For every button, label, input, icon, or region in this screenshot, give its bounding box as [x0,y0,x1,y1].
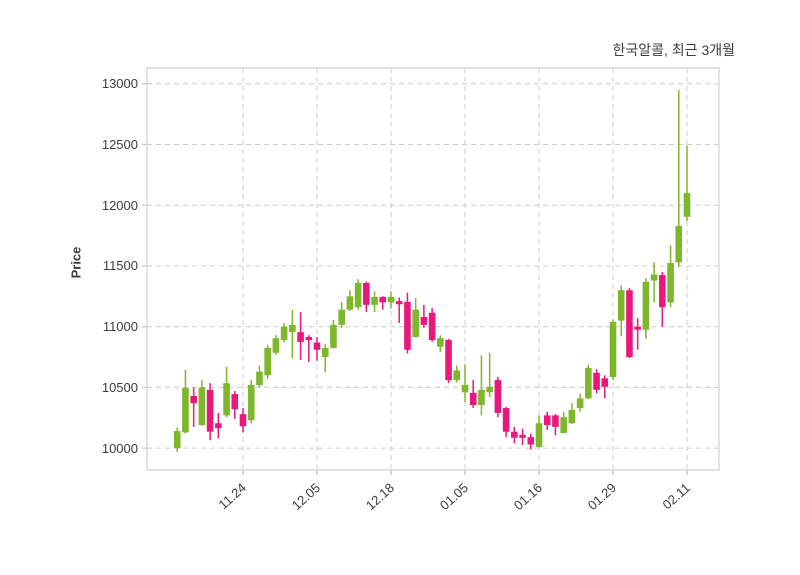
candle-body-up [609,321,617,378]
candle-body-down [445,340,452,381]
candle-body-up [568,409,576,424]
candle-body-down [469,392,477,406]
plot-frame [146,67,720,471]
candle-body-down [404,301,411,350]
candle-body-up [453,370,461,381]
candle-body-up [461,384,469,393]
candle-body-down [231,394,239,410]
candle-body-up [371,296,378,305]
candle-body-up [650,274,658,281]
candle-body-up [683,193,691,217]
candle-body-up [321,347,329,358]
candle-body-down [297,332,304,342]
candle-body-up [486,386,493,393]
candle-body-down [659,275,666,308]
candle-body-up [264,347,271,376]
candle-body-up [478,389,485,406]
y-tick-label: 11000 [102,319,138,335]
candle-body-up [280,326,288,341]
y-tick-label: 13000 [101,76,138,92]
candle-body-down [511,431,518,438]
candle-body-down [552,415,559,427]
candle-body-up [675,225,683,263]
chart-title: 한국알콜, 최근 3개월 [612,42,736,58]
candle-body-down [215,423,222,429]
candle-body-down [519,434,526,438]
candle-body-up [198,387,206,426]
y-tick-label: 12500 [101,137,138,152]
y-tick-label: 10000 [101,440,138,456]
candle-body-up [338,309,345,325]
y-tick-label: 12000 [101,197,138,213]
candle-body-down [527,437,535,445]
candle-body-up [642,281,650,330]
candle-body-up [387,296,395,303]
candle-body-down [626,290,633,358]
candle-body-down [593,372,600,390]
candle-body-up [223,383,230,416]
y-tick-label: 10500 [101,379,138,395]
y-tick-label: 11500 [102,258,138,274]
candle-body-down [379,296,387,303]
candle-body-down [502,408,510,432]
candle-body-up [346,296,354,310]
candle-body-down [601,378,609,387]
candle-body-down [428,312,436,341]
candle-body-down [313,342,321,350]
candle-body-up [330,324,337,348]
candle-body-down [363,282,370,305]
candle-body-down [494,380,502,413]
candle-body-down [206,389,214,432]
candle-body-up [256,371,263,385]
candle-body-up [173,431,181,449]
candle-body-down [634,326,641,330]
candle-body-up [535,423,543,447]
candle-body-up [182,388,189,433]
candle-body-up [247,384,255,421]
candle-body-down [543,415,551,426]
candle-body-up [272,338,280,353]
candle-body-up [667,262,674,303]
candle-body-up [560,417,567,433]
candle-body-down [395,301,403,305]
candle-body-up [617,290,625,321]
candle-body-down [190,395,197,404]
candle-body-up [576,398,584,409]
candle-body-up [412,309,419,338]
candle-body-up [437,338,444,347]
candle-body-up [354,282,362,308]
candle-body-down [420,316,428,325]
candle-body-up [585,367,592,399]
candle-body-down [239,414,247,427]
candle-body-up [289,324,296,333]
candle-body-down [305,337,313,341]
